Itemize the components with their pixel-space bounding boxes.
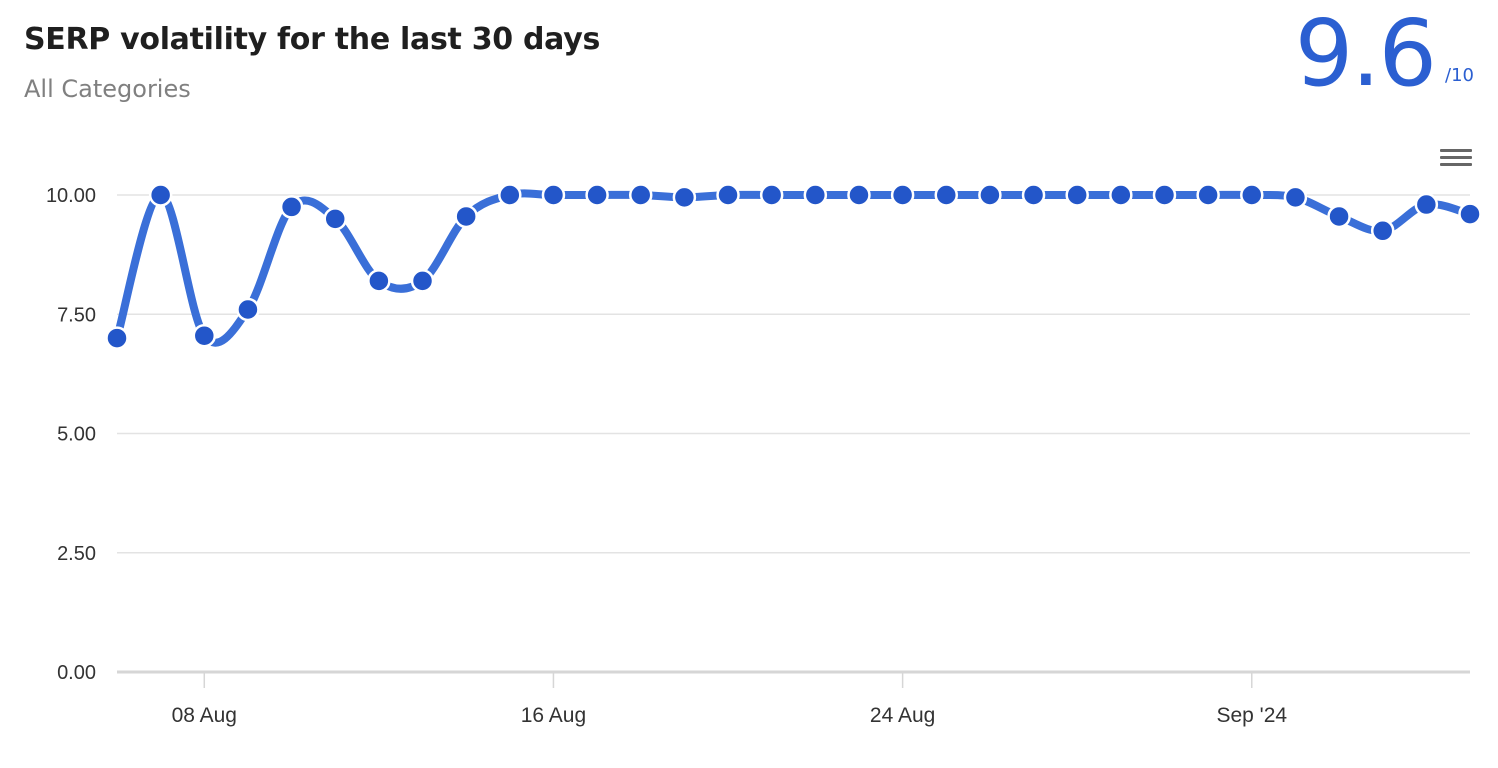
data-point[interactable] (978, 183, 1002, 207)
volatility-score: 9.6 /10 (1295, 8, 1474, 100)
data-point[interactable] (1152, 183, 1177, 207)
y-tick-label: 0.00 (57, 662, 96, 684)
category-filter-label: All Categories (24, 75, 191, 103)
x-tick-label: Sep '24 (1216, 704, 1287, 727)
data-point[interactable] (1327, 204, 1351, 229)
score-max: /10 (1445, 65, 1474, 86)
data-point[interactable] (672, 185, 697, 210)
data-point[interactable] (847, 183, 871, 207)
data-point[interactable] (1370, 219, 1395, 243)
y-axis-ticks: 0.00 2.50 5.00 7.50 10.00 (46, 185, 96, 684)
data-point[interactable] (454, 204, 478, 229)
data-point[interactable] (1240, 183, 1264, 207)
data-point[interactable] (1109, 183, 1133, 207)
chart-series (105, 183, 1482, 350)
hamburger-menu-icon[interactable] (1440, 146, 1472, 172)
data-point[interactable] (1283, 185, 1308, 210)
data-point[interactable] (541, 183, 566, 207)
data-point[interactable] (759, 183, 784, 207)
x-tick-label: 08 Aug (172, 704, 237, 727)
series-line (113, 189, 1474, 347)
chart-header: SERP volatility for the last 30 days All… (24, 22, 600, 103)
data-point[interactable] (323, 207, 347, 231)
data-point[interactable] (585, 183, 609, 207)
data-point[interactable] (498, 183, 522, 207)
y-tick-label: 7.50 (57, 304, 96, 326)
data-point[interactable] (1414, 192, 1439, 217)
data-point[interactable] (1458, 202, 1482, 226)
data-point[interactable] (628, 183, 653, 207)
x-tick-label: 16 Aug (521, 704, 586, 727)
data-point[interactable] (148, 183, 173, 207)
data-point[interactable] (934, 183, 959, 207)
data-point[interactable] (410, 269, 435, 293)
chart-title: SERP volatility for the last 30 days (24, 22, 601, 57)
data-point[interactable] (279, 195, 304, 219)
data-point[interactable] (716, 183, 740, 207)
data-point[interactable] (803, 183, 828, 207)
data-point[interactable] (105, 326, 129, 350)
x-axis: 08 Aug 16 Aug 24 Aug Sep '24 (172, 672, 1287, 727)
data-point[interactable] (236, 297, 260, 322)
x-tick-label: 24 Aug (870, 704, 935, 727)
data-point[interactable] (1021, 183, 1046, 207)
data-point[interactable] (367, 269, 391, 293)
y-tick-label: 10.00 (46, 185, 96, 207)
data-point[interactable] (890, 183, 915, 207)
score-value: 9.6 (1294, 0, 1437, 107)
data-point[interactable] (192, 323, 217, 348)
y-tick-label: 5.00 (57, 424, 96, 446)
chart-gridlines (117, 194, 1470, 674)
data-point[interactable] (1065, 183, 1089, 207)
data-point[interactable] (1196, 183, 1220, 207)
y-tick-label: 2.50 (57, 543, 96, 565)
